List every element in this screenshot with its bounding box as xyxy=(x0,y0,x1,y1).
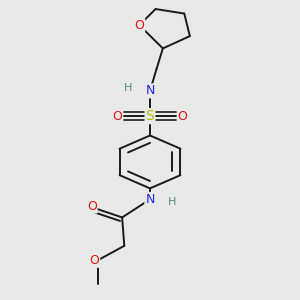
Text: H: H xyxy=(168,197,176,207)
Text: H: H xyxy=(124,83,132,93)
Text: S: S xyxy=(146,109,154,123)
Text: O: O xyxy=(178,110,188,123)
Text: O: O xyxy=(89,254,99,267)
Text: O: O xyxy=(134,19,144,32)
Text: N: N xyxy=(145,193,155,206)
Text: O: O xyxy=(87,200,97,213)
Text: O: O xyxy=(112,110,122,123)
Text: N: N xyxy=(145,85,155,98)
